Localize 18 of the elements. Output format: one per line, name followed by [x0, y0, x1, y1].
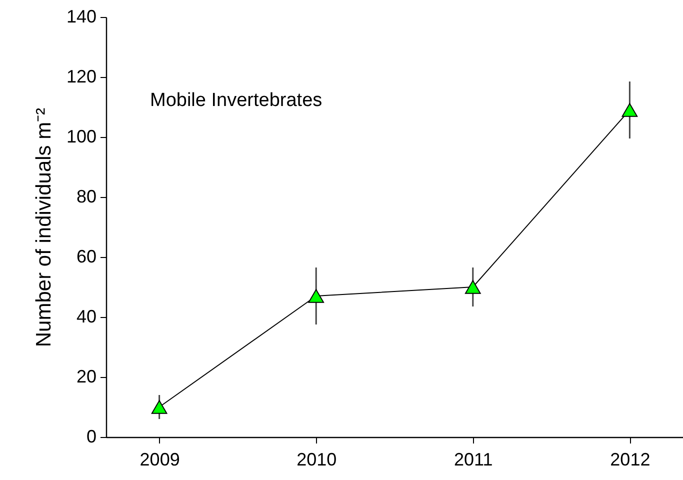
y-tick-label: 60 — [76, 246, 96, 266]
point — [464, 280, 481, 294]
y-tick-label: 20 — [76, 366, 96, 386]
point — [622, 103, 638, 117]
x-tick-label: 2011 — [454, 450, 493, 470]
x-tick-label: 2009 — [140, 450, 180, 470]
y-tick-label: 40 — [76, 306, 96, 326]
x-tick-label: 2012 — [610, 450, 650, 470]
y-tick-label: 80 — [76, 186, 96, 206]
y-tick-label: 120 — [66, 66, 96, 86]
y-tick-label: 140 — [66, 6, 96, 26]
point — [151, 400, 168, 414]
annotation: Mobile Invertebrates — [150, 90, 322, 111]
point — [308, 289, 324, 303]
x-tick-label: 2010 — [296, 450, 337, 470]
y-tick-label: 100 — [66, 126, 96, 146]
y-tick-label: 0 — [86, 426, 96, 446]
y-axis-title: Number of individuals m⁻² — [32, 108, 56, 348]
